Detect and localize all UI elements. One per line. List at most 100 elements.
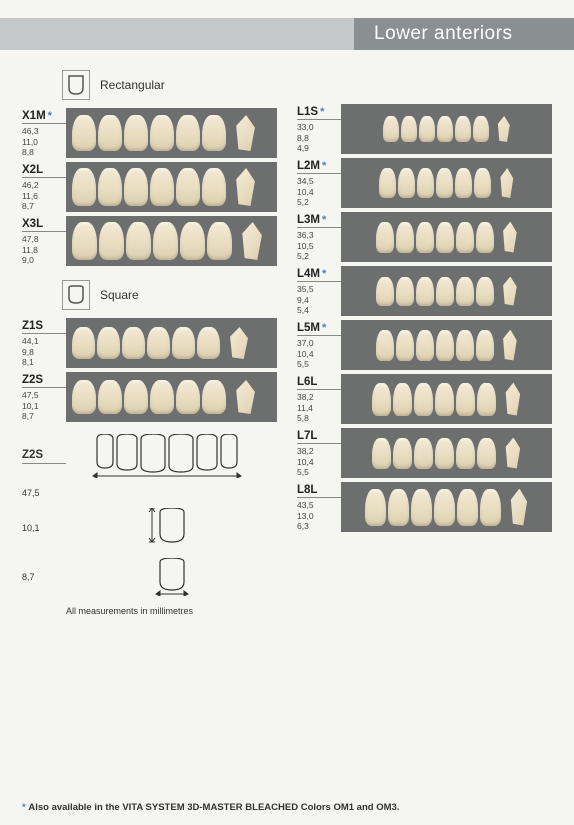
tooth-icon <box>457 489 478 526</box>
row-info: L6L38,211,45,8 <box>297 374 341 424</box>
tooth-icon <box>477 383 496 416</box>
row-code: X3L <box>22 218 66 232</box>
tooth-icon <box>388 489 409 526</box>
tooth-icon <box>436 168 453 198</box>
tooth-icon <box>455 168 472 198</box>
tooth-icon <box>124 380 148 414</box>
tooth-side-icon <box>502 222 518 253</box>
tooth-icon <box>473 116 489 142</box>
tooth-icon <box>72 168 96 206</box>
row-measurements: 35,59,45,4 <box>297 284 341 316</box>
footnote-text: Also available in the VITA SYSTEM 3D-MAS… <box>28 802 399 813</box>
tooth-icon <box>98 115 122 151</box>
row-measurements: 33,08,84,9 <box>297 122 341 154</box>
tooth-icon <box>202 380 226 414</box>
tooth-icon <box>435 438 454 469</box>
row-info: L4M*35,59,45,4 <box>297 266 341 316</box>
tooth-icon <box>176 380 200 414</box>
tooth-icon <box>176 168 200 206</box>
star-icon: * <box>322 322 326 334</box>
tooth-side-icon <box>509 489 528 526</box>
tooth-icon <box>153 222 178 260</box>
tooth-row-L5M: L5M*37,010,45,5 <box>297 320 552 370</box>
diagram-height-svg <box>66 508 277 548</box>
row-measurements: 46,311,08,8 <box>22 126 66 158</box>
tooth-icon <box>476 277 494 306</box>
page-title: Lower anteriors <box>354 18 574 50</box>
tooth-row-L1S: L1S*33,08,84,9 <box>297 104 552 154</box>
teeth-panel <box>341 482 552 532</box>
tooth-icon <box>411 489 432 526</box>
row-code: L5M* <box>297 322 341 336</box>
tooth-icon <box>376 277 394 306</box>
tooth-icon <box>476 222 494 253</box>
tooth-icon <box>172 327 195 359</box>
tooth-icon <box>72 115 96 151</box>
shape-header-square: Square <box>62 280 277 310</box>
row-info: L3M* 36,310,55,2 <box>297 212 341 262</box>
tooth-side-icon <box>234 115 256 151</box>
tooth-row-L7L: L7L38,210,45,5 <box>297 428 552 478</box>
tooth-icon <box>124 115 148 151</box>
tooth-icon <box>202 115 226 151</box>
tooth-icon <box>207 222 232 260</box>
tooth-icon <box>396 222 414 253</box>
teeth-panel <box>66 216 277 266</box>
row-info: X3L47,811,89,0 <box>22 216 66 266</box>
tooth-row-L8L: L8L43,513,06,3 <box>297 482 552 532</box>
tooth-icon <box>393 383 412 416</box>
header-bar-left <box>0 18 354 50</box>
row-measurements: 38,210,45,5 <box>297 446 341 478</box>
row-info: X2L46,211,68,7 <box>22 162 66 212</box>
tooth-icon <box>477 438 496 469</box>
tooth-icon <box>416 277 434 306</box>
row-info: L8L43,513,06,3 <box>297 482 341 532</box>
row-code: L6L <box>297 376 341 390</box>
tooth-icon <box>436 330 454 361</box>
row-code: L3M* <box>297 214 341 228</box>
tooth-row-L3M: L3M* 36,310,55,2 <box>297 212 552 262</box>
shape-icon-square <box>62 280 90 310</box>
row-info: Z2S47,510,18,7 <box>22 372 66 422</box>
tooth-side-icon <box>502 277 518 306</box>
tooth-icon <box>434 489 455 526</box>
tooth-icon <box>456 438 475 469</box>
footnote: * Also available in the VITA SYSTEM 3D-M… <box>22 802 399 813</box>
teeth-panel <box>341 104 552 154</box>
tooth-icon <box>202 168 226 206</box>
tooth-icon <box>455 116 471 142</box>
tooth-side-icon <box>502 330 518 361</box>
teeth-panel <box>66 372 277 422</box>
teeth-panel <box>341 428 552 478</box>
teeth-panel <box>341 374 552 424</box>
teeth-panel <box>341 266 552 316</box>
tooth-icon <box>150 380 174 414</box>
tooth-side-icon <box>497 116 511 142</box>
content-columns: Rectangular X1M*46,311,08,8X2L46,211,68,… <box>22 64 552 785</box>
tooth-icon <box>480 489 501 526</box>
diagram-height-value: 10,1 <box>22 523 66 533</box>
tooth-icon <box>474 168 491 198</box>
tooth-icon <box>150 115 174 151</box>
tooth-icon <box>476 330 494 361</box>
diagram-depth-svg <box>66 558 277 596</box>
tooth-icon <box>416 330 434 361</box>
tooth-icon <box>72 222 97 260</box>
teeth-panel <box>66 108 277 158</box>
tooth-icon <box>180 222 205 260</box>
row-measurements: 34,510,45,2 <box>297 176 341 208</box>
tooth-icon <box>383 116 399 142</box>
row-info: Z1S44,19,88,1 <box>22 318 66 368</box>
tooth-icon <box>436 222 454 253</box>
tooth-icon <box>414 438 433 469</box>
tooth-icon <box>147 327 170 359</box>
tooth-icon <box>398 168 415 198</box>
tooth-icon <box>122 327 145 359</box>
tooth-icon <box>365 489 386 526</box>
shape-icon-rect <box>62 70 90 100</box>
tooth-side-icon <box>228 327 249 359</box>
row-measurements: 36,310,55,2 <box>297 230 341 262</box>
row-code: X1M* <box>22 110 66 124</box>
tooth-side-icon <box>234 380 256 414</box>
tooth-icon <box>376 330 394 361</box>
